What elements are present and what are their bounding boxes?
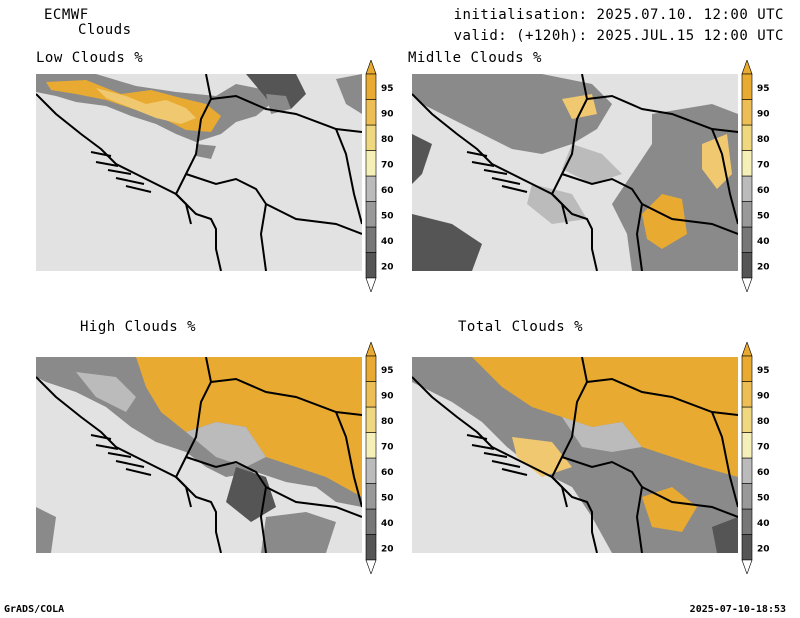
colorbar-bottom-arrow [741, 559, 753, 575]
colorbar-swatch [365, 381, 377, 408]
colorbar-tick-label: 50 [381, 493, 394, 503]
colorbar-tick-label: 50 [757, 493, 770, 503]
colorbar-swatch [365, 175, 377, 202]
colorbar-bottom-arrow [365, 277, 377, 293]
colorbar-swatch [741, 534, 753, 561]
colorbar-tick-label: 60 [757, 186, 770, 196]
colorbar-tick-label: 20 [381, 262, 394, 272]
colorbar-tick-label: 95 [757, 84, 770, 94]
high-clouds-map-svg [36, 357, 362, 553]
colorbar-swatch [365, 457, 377, 484]
colorbar-top-arrow [365, 59, 377, 75]
init-time: initialisation: 2025.07.10. 12:00 UTC [453, 7, 784, 23]
colorbar-top-arrow [741, 341, 753, 357]
colorbar-tick-label: 60 [381, 186, 394, 196]
colorbar-swatch [741, 432, 753, 459]
middle-clouds-title: Midlle Clouds % [408, 50, 542, 66]
colorbar-swatch [365, 99, 377, 126]
colorbar-svg: 20 40 50 60 70 80 90 95 [365, 59, 394, 293]
colorbar-tick-label: 70 [757, 160, 770, 170]
colorbar-bottom-arrow [365, 559, 377, 575]
colorbar-top-arrow [365, 341, 377, 357]
colorbar-top-arrow [741, 59, 753, 75]
colorbar-tick-label: 90 [757, 391, 770, 401]
colorbar-tick-label: 60 [381, 468, 394, 478]
colorbar-tick-label: 20 [381, 544, 394, 554]
model-name: ECMWF [44, 7, 89, 23]
colorbar-swatch [741, 226, 753, 253]
colorbar-tick-label: 40 [381, 519, 394, 529]
colorbar-tick-label: 70 [757, 442, 770, 452]
colorbar-tick-label: 40 [757, 237, 770, 247]
colorbar-tick-label: 80 [381, 417, 394, 427]
colorbar-swatch [741, 457, 753, 484]
colorbar-swatch [365, 150, 377, 177]
colorbar-swatch [741, 73, 753, 100]
low-clouds-map [36, 74, 362, 271]
colorbar-swatch [365, 201, 377, 228]
colorbar-tick-label: 80 [757, 417, 770, 427]
colorbar-swatch [365, 534, 377, 561]
colorbar-svg: 20 40 50 60 70 80 90 95 [741, 59, 770, 293]
colorbar-swatch [365, 73, 377, 100]
colorbar-svg: 20 40 50 60 70 80 90 95 [741, 341, 770, 575]
colorbar-tick-label: 40 [757, 519, 770, 529]
colorbar-swatch [741, 150, 753, 177]
colorbar-tick-label: 95 [757, 366, 770, 376]
colorbar-swatch [741, 355, 753, 382]
colorbar-swatch [365, 483, 377, 510]
middle-clouds-map [412, 74, 738, 271]
colorbar-swatch [365, 406, 377, 433]
colorbar-swatch [365, 252, 377, 279]
colorbar-swatch [741, 175, 753, 202]
total-clouds-colorbar: 20 40 50 60 70 80 90 95 [738, 341, 798, 578]
colorbar-swatch [741, 406, 753, 433]
colorbar-tick-label: 90 [381, 109, 394, 119]
colorbar-swatch [741, 201, 753, 228]
colorbar-swatch [365, 124, 377, 151]
colorbar-tick-label: 50 [757, 211, 770, 221]
colorbar-tick-label: 70 [381, 442, 394, 452]
total-clouds-map [412, 357, 738, 553]
colorbar-swatch [741, 124, 753, 151]
colorbar-tick-label: 90 [757, 109, 770, 119]
colorbar-tick-label: 95 [381, 366, 394, 376]
colorbar-tick-label: 60 [757, 468, 770, 478]
colorbar-tick-label: 80 [757, 135, 770, 145]
colorbar-swatch [741, 381, 753, 408]
colorbar-swatch [741, 508, 753, 535]
colorbar-svg: 20 40 50 60 70 80 90 95 [365, 341, 394, 575]
colorbar-tick-label: 20 [757, 262, 770, 272]
colorbar-swatch [741, 483, 753, 510]
colorbar-swatch [365, 355, 377, 382]
colorbar-swatch [365, 432, 377, 459]
colorbar-tick-label: 40 [381, 237, 394, 247]
colorbar-swatch [741, 99, 753, 126]
footer-left: GrADS/COLA [4, 604, 65, 615]
colorbar-tick-label: 70 [381, 160, 394, 170]
low-clouds-map-svg [36, 74, 362, 271]
colorbar-tick-label: 50 [381, 211, 394, 221]
high-clouds-title: High Clouds % [80, 319, 197, 335]
colorbar-tick-label: 95 [381, 84, 394, 94]
colorbar-swatch [365, 226, 377, 253]
total-clouds-title: Total Clouds % [458, 319, 584, 335]
low-clouds-colorbar: 20 40 50 60 70 80 90 95 [362, 59, 422, 296]
middle-clouds-map-svg [412, 74, 738, 271]
high-clouds-map [36, 357, 362, 553]
product-name: Clouds [78, 22, 132, 38]
colorbar-swatch [365, 508, 377, 535]
low-clouds-title: Low Clouds % [36, 50, 144, 66]
middle-clouds-colorbar: 20 40 50 60 70 80 90 95 [738, 59, 798, 296]
valid-time: valid: (+120h): 2025.JUL.15 12:00 UTC [453, 28, 784, 44]
footer-right: 2025-07-10-18:53 [689, 604, 786, 615]
colorbar-tick-label: 20 [757, 544, 770, 554]
high-clouds-colorbar: 20 40 50 60 70 80 90 95 [362, 341, 422, 578]
colorbar-tick-label: 80 [381, 135, 394, 145]
total-clouds-map-svg [412, 357, 738, 553]
colorbar-swatch [741, 252, 753, 279]
colorbar-bottom-arrow [741, 277, 753, 293]
colorbar-tick-label: 90 [381, 391, 394, 401]
